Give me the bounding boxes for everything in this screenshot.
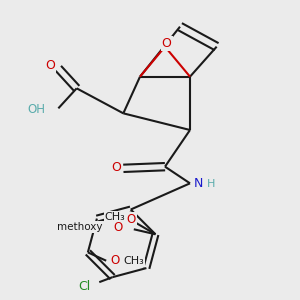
- Text: O: O: [45, 59, 55, 72]
- Text: CH₃: CH₃: [124, 256, 144, 266]
- Text: N: N: [193, 177, 203, 190]
- Text: O: O: [112, 161, 122, 174]
- Text: CH₃: CH₃: [104, 212, 125, 222]
- Text: H: H: [207, 179, 216, 189]
- Text: Cl: Cl: [79, 280, 91, 292]
- Text: methoxy: methoxy: [57, 222, 102, 232]
- Text: O: O: [113, 221, 122, 234]
- Text: O: O: [162, 37, 172, 50]
- Text: O: O: [110, 254, 119, 267]
- Text: OH: OH: [28, 103, 46, 116]
- Text: O: O: [127, 213, 136, 226]
